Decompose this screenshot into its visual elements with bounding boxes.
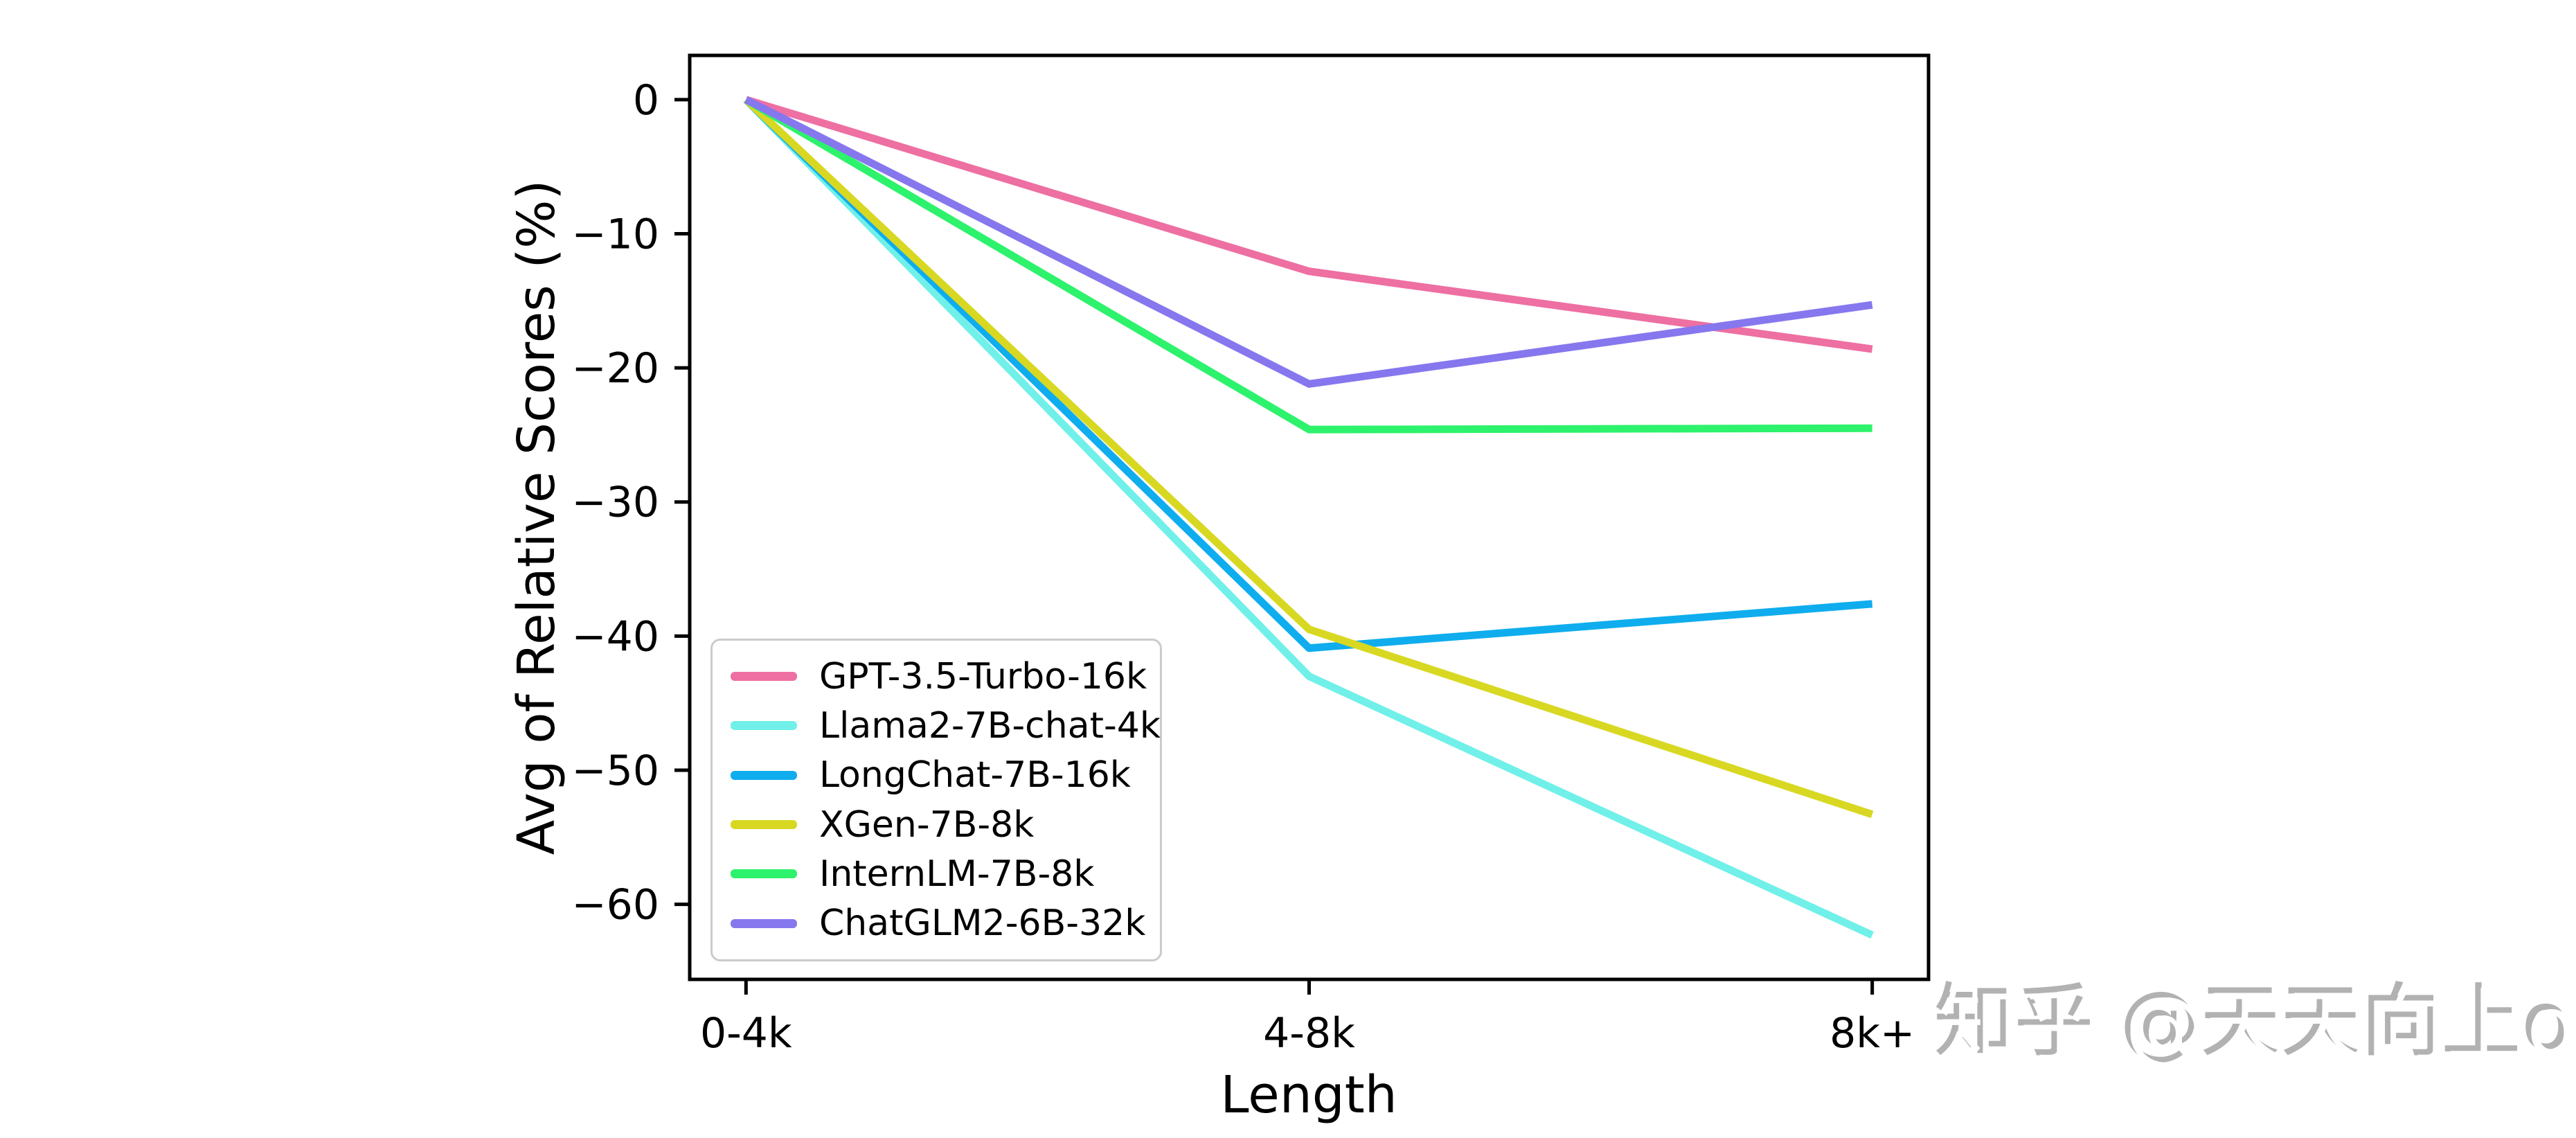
legend-item: XGen-7B-8k: [731, 804, 1142, 846]
legend-label: XGen-7B-8k: [819, 803, 1035, 846]
series-line-LongChat-7B-16k: [743, 96, 1873, 652]
series-line-GPT-3.5-Turbo-16k: [744, 96, 1873, 353]
legend-item: ChatGLM2-6B-32k: [731, 903, 1146, 945]
y-tick-label: −50: [571, 747, 659, 795]
y-tick-label: −10: [571, 211, 659, 259]
legend-item: LongChat-7B-16k: [731, 754, 1142, 796]
x-tick-label: 0-4k: [700, 1009, 792, 1058]
legend-line-swatch: [731, 721, 797, 731]
legend-label: GPT-3.5-Turbo-16k: [819, 655, 1147, 697]
legend-line-swatch: [731, 770, 797, 780]
series-line-Llama2-7B-chat-4k: [743, 97, 1874, 939]
y-tick-label: −40: [571, 612, 659, 661]
legend-line-swatch: [731, 672, 797, 682]
legend-item: InternLM-7B-8k: [731, 853, 1142, 895]
y-tick-label: −60: [571, 881, 659, 930]
series-line-InternLM-7B-8k: [744, 96, 1872, 434]
y-tick-label: 0: [633, 76, 659, 125]
x-tick-label: 8k+: [1830, 1009, 1915, 1058]
legend-item: GPT-3.5-Turbo-16k: [731, 656, 1147, 697]
y-tick-label: −30: [571, 479, 659, 527]
legend-line-swatch: [731, 820, 797, 830]
legend-label: LongChat-7B-16k: [819, 754, 1131, 797]
watermark-text: 知乎 @天天向上o: [1933, 975, 2570, 1068]
watermark: 知乎 @天天向上o 知乎 @天天向上o: [1933, 971, 2576, 1082]
x-tick-label: 4-8k: [1263, 1009, 1355, 1058]
legend-label: ChatGLM2-6B-32k: [819, 903, 1146, 945]
legend-label: Llama2-7B-chat-4k: [819, 704, 1161, 747]
legend-item: Llama2-7B-chat-4k: [731, 705, 1161, 747]
y-axis-label: Avg of Relative Scores (%): [507, 179, 566, 855]
y-tick-label: −20: [571, 344, 659, 393]
legend: GPT-3.5-Turbo-16k Llama2-7B-chat-4k Long…: [710, 639, 1162, 961]
legend-line-swatch: [731, 869, 797, 879]
series-line-XGen-7B-8k: [743, 96, 1874, 819]
legend-line-swatch: [731, 918, 797, 928]
x-axis-label: Length: [1220, 1065, 1397, 1125]
watermark-highlight: 知乎 @天天向上o: [1939, 980, 2576, 1074]
legend-label: InternLM-7B-8k: [819, 853, 1095, 895]
series-line-ChatGLM2-6B-32k: [744, 96, 1873, 388]
